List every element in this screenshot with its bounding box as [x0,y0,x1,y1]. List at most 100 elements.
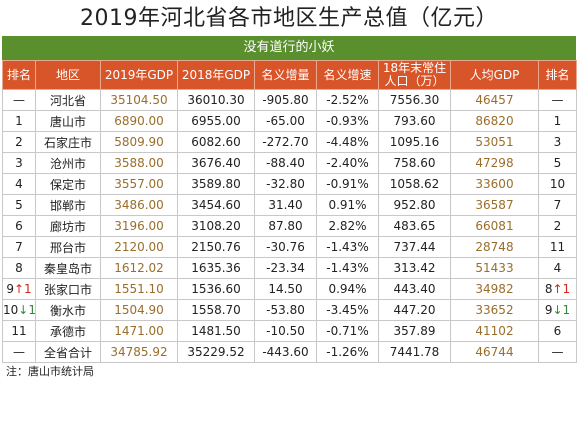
gdp-2019-cell-value: 3196.00 [114,219,164,233]
growth-cell-value: -1.43% [326,240,369,254]
increase-cell-value: -65.00 [266,114,305,128]
per-capita-cell-value: 46744 [475,345,514,359]
per-capita-cell-value: 41102 [475,324,514,338]
gdp-2019-cell: 34785.92 [100,341,178,363]
population-cell: 313.42 [378,257,451,279]
per-capita-rank-change-indicator: ↓1 [552,303,571,317]
population-cell-value: 7441.78 [389,345,440,359]
rank-cell: 11 [2,320,36,342]
gdp-2018-cell-value: 35229.52 [187,345,245,359]
per-capita-cell: 34982 [450,278,539,300]
per-capita-rank-cell-value: 4 [553,261,562,275]
rank-cell: 2 [2,131,36,153]
per-capita-rank-cell-value: 5 [553,156,562,170]
growth-cell: -1.43% [316,257,379,279]
population-cell: 793.60 [378,110,451,132]
per-capita-rank-cell: 3 [538,131,577,153]
region-cell-value: 保定市 [49,177,86,192]
gdp-2018-cell-value: 3454.60 [191,198,241,212]
increase-cell-value: -23.34 [266,261,305,275]
per-capita-cell-value: 51433 [475,261,514,275]
header-rank-per-capita: 排名 [538,60,577,90]
increase-cell-value: -443.60 [262,345,309,359]
per-capita-cell-value: 47298 [475,156,514,170]
rank-cell-value: — [13,93,25,107]
increase-cell-value: -272.70 [262,135,309,149]
gdp-2019-cell-value: 1551.10 [114,282,164,296]
per-capita-rank-cell: 2 [538,215,577,237]
per-capita-cell-value: 28748 [475,240,514,254]
table-body: — 河北省 35104.50 36010.30 -905.80 -2.52% 7556.30… [2,89,577,363]
per-capita-rank-change-indicator: ↑1 [552,282,571,296]
per-capita-cell-value: 36587 [475,198,514,212]
growth-cell: 0.94% [316,278,379,300]
growth-cell: -1.26% [316,341,379,363]
rank-cell: 8 [2,257,36,279]
population-cell: 7556.30 [378,89,451,111]
growth-cell-value: -0.91% [326,177,369,191]
rank-cell: 9↑1 [2,278,36,300]
gdp-2019-cell: 5809.90 [100,131,178,153]
growth-cell: -0.93% [316,110,379,132]
table-row: 8 秦皇岛市 1612.02 1635.36 -23.34 -1.43% 313.42 514… [2,257,577,279]
region-cell: 衡水市 [35,299,101,321]
growth-cell: -1.43% [316,236,379,258]
gdp-2019-cell-value: 34785.92 [110,345,168,359]
gdp-2019-cell: 3486.00 [100,194,178,216]
table-row: 10↓1 衡水市 1504.90 1558.70 -53.80 -3.45% 447.20 3… [2,299,577,321]
growth-cell: -2.40% [316,152,379,174]
per-capita-rank-cell: 4 [538,257,577,279]
population-cell-value: 447.20 [393,303,436,317]
rank-cell: 4 [2,173,36,195]
gdp-2018-cell: 35229.52 [177,341,255,363]
per-capita-rank-cell-value: 11 [549,240,566,254]
gdp-2019-cell-value: 3557.00 [114,177,164,191]
population-cell: 952.80 [378,194,451,216]
per-capita-rank-cell: — [538,341,577,363]
increase-cell: 31.40 [254,194,317,216]
per-capita-cell-value: 46457 [475,93,514,107]
region-cell: 沧州市 [35,152,101,174]
rank-cell-value: 2 [15,135,23,149]
rank-cell: 3 [2,152,36,174]
per-capita-cell-value: 33600 [475,177,514,191]
population-cell-value: 7556.30 [389,93,440,107]
increase-cell: -65.00 [254,110,317,132]
gdp-2018-cell-value: 3676.40 [191,156,241,170]
rank-cell-value: 9 [6,282,14,296]
population-cell-value: 1058.62 [389,177,440,191]
table-row: 6 廊坊市 3196.00 3108.20 87.80 2.82% 483.65 66081 2 [2,215,577,237]
per-capita-cell: 46744 [450,341,539,363]
gdp-2018-cell-value: 36010.30 [187,93,245,107]
gdp-2019-cell-value: 35104.50 [110,93,168,107]
increase-cell: 14.50 [254,278,317,300]
rank-cell-value: 11 [11,324,27,338]
gdp-2018-cell: 36010.30 [177,89,255,111]
region-cell-value: 廊坊市 [49,219,86,234]
gdp-2018-cell-value: 1558.70 [191,303,241,317]
growth-cell: -0.91% [316,173,379,195]
per-capita-rank-cell-value: 10 [549,177,566,191]
population-cell-value: 793.60 [393,114,436,128]
increase-cell-value: -10.50 [266,324,305,338]
gdp-2018-cell-value: 2150.76 [191,240,241,254]
population-cell: 1058.62 [378,173,451,195]
population-cell: 1095.16 [378,131,451,153]
rank-cell-value: 5 [15,198,23,212]
increase-cell: -905.80 [254,89,317,111]
growth-cell-value: -0.93% [326,114,369,128]
population-cell: 483.65 [378,215,451,237]
per-capita-cell-value: 34982 [475,282,514,296]
per-capita-cell: 46457 [450,89,539,111]
growth-cell-value: 2.82% [328,219,367,233]
table-row: — 河北省 35104.50 36010.30 -905.80 -2.52% 7556.30… [2,89,577,111]
increase-cell-value: -32.80 [266,177,305,191]
rank-cell: 10↓1 [2,299,36,321]
rank-cell: 7 [2,236,36,258]
region-cell: 保定市 [35,173,101,195]
table-row: 4 保定市 3557.00 3589.80 -32.80 -0.91% 1058.62 336… [2,173,577,195]
growth-cell-value: 0.94% [328,282,367,296]
region-cell-value: 河北省 [49,93,86,108]
gdp-2019-cell-value: 1471.00 [114,324,164,338]
gdp-2019-cell: 3588.00 [100,152,178,174]
